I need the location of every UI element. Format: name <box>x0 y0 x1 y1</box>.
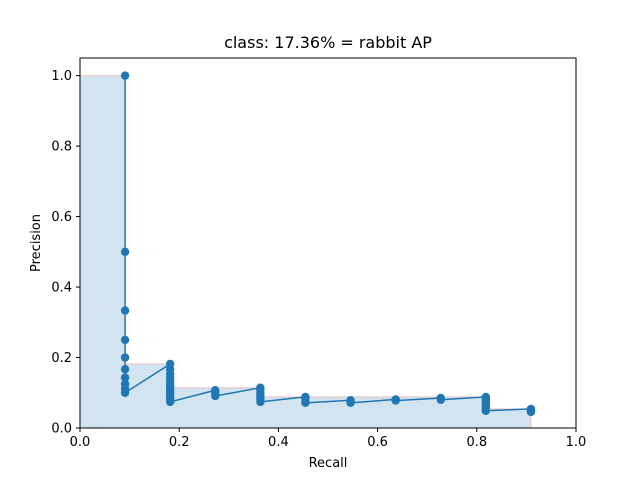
y-tick-label: 1.0 <box>51 69 72 84</box>
data-point <box>120 335 130 345</box>
y-axis-label: Precision <box>29 214 44 272</box>
ticks: 0.0 0.2 0.4 0.6 0.8 1.0 0.0 0.2 0.4 0.6 0.8 1.0 <box>51 69 586 450</box>
y-tick-label: 0.2 <box>51 351 72 366</box>
y-tick-label: 0.8 <box>51 140 72 155</box>
x-tick-label: 0.2 <box>169 435 190 450</box>
x-tick-label: 0.0 <box>70 435 91 450</box>
x-tick-label: 1.0 <box>566 435 587 450</box>
plot-area <box>80 71 536 428</box>
data-point <box>120 388 130 397</box>
data-point <box>120 71 130 80</box>
x-tick-label: 0.6 <box>367 435 388 450</box>
y-tick-label: 0.4 <box>51 281 72 296</box>
data-point <box>120 306 130 315</box>
x-axis-label: Recall <box>309 456 348 471</box>
data-point <box>120 365 130 374</box>
data-point <box>436 395 445 405</box>
data-point <box>120 373 130 382</box>
data-point <box>165 397 175 407</box>
data-point <box>301 398 310 408</box>
y-tick-label: 0.6 <box>51 210 72 225</box>
data-point <box>391 396 400 405</box>
y-tick-label: 0.0 <box>51 422 72 437</box>
data-point <box>256 397 265 407</box>
data-point <box>120 353 130 362</box>
data-point <box>481 406 491 416</box>
axes-frame <box>79 57 577 429</box>
data-point <box>346 398 355 408</box>
chart-title: class: 17.36% = rabbit AP <box>224 33 432 52</box>
x-tick-label: 0.8 <box>466 435 487 450</box>
data-point <box>120 247 130 257</box>
x-tick-label: 0.4 <box>268 435 289 450</box>
data-point <box>211 391 220 401</box>
data-point <box>526 407 536 417</box>
